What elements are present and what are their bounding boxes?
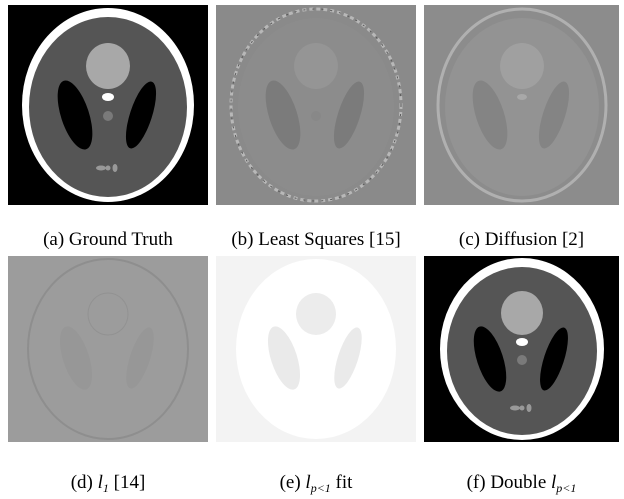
panel-double-lp bbox=[424, 256, 619, 442]
reconstruction-image-c bbox=[424, 5, 619, 205]
caption-f-var: l bbox=[551, 472, 557, 493]
panel-lp-fit bbox=[216, 256, 416, 442]
caption-e: (e) lp<1 fit bbox=[216, 472, 416, 494]
caption-e-prefix: (e) bbox=[279, 472, 306, 493]
caption-c: (c) Diffusion [2] bbox=[458, 229, 585, 250]
caption-d-sub: 1 bbox=[102, 481, 109, 495]
panel-ground-truth bbox=[8, 5, 208, 205]
caption-d-prefix: (d) bbox=[70, 472, 98, 493]
caption-d-var: l bbox=[97, 472, 103, 493]
panel-l1 bbox=[8, 256, 208, 442]
caption-e-sub: p<1 bbox=[310, 481, 331, 495]
reconstruction-image-b bbox=[216, 5, 416, 205]
caption-f-prefix: (f) Double bbox=[466, 472, 552, 493]
phantom-image-f bbox=[424, 256, 619, 442]
caption-f-sub: p<1 bbox=[556, 481, 577, 495]
caption-e-var: l bbox=[305, 472, 311, 493]
caption-a: (a) Ground Truth bbox=[43, 229, 173, 250]
phantom-image-a bbox=[8, 5, 208, 205]
reconstruction-image-e bbox=[216, 256, 416, 442]
caption-d-suffix: [14] bbox=[108, 472, 146, 493]
caption-d: (d) l1 [14] bbox=[8, 472, 208, 494]
panel-diffusion bbox=[424, 5, 619, 205]
caption-e-suffix: fit bbox=[330, 472, 353, 493]
panel-least-squares bbox=[216, 5, 416, 205]
reconstruction-image-d bbox=[8, 256, 208, 442]
caption-f: (f) Double lp<1 bbox=[424, 472, 619, 494]
caption-b: (b) Least Squares [15] bbox=[231, 229, 401, 250]
